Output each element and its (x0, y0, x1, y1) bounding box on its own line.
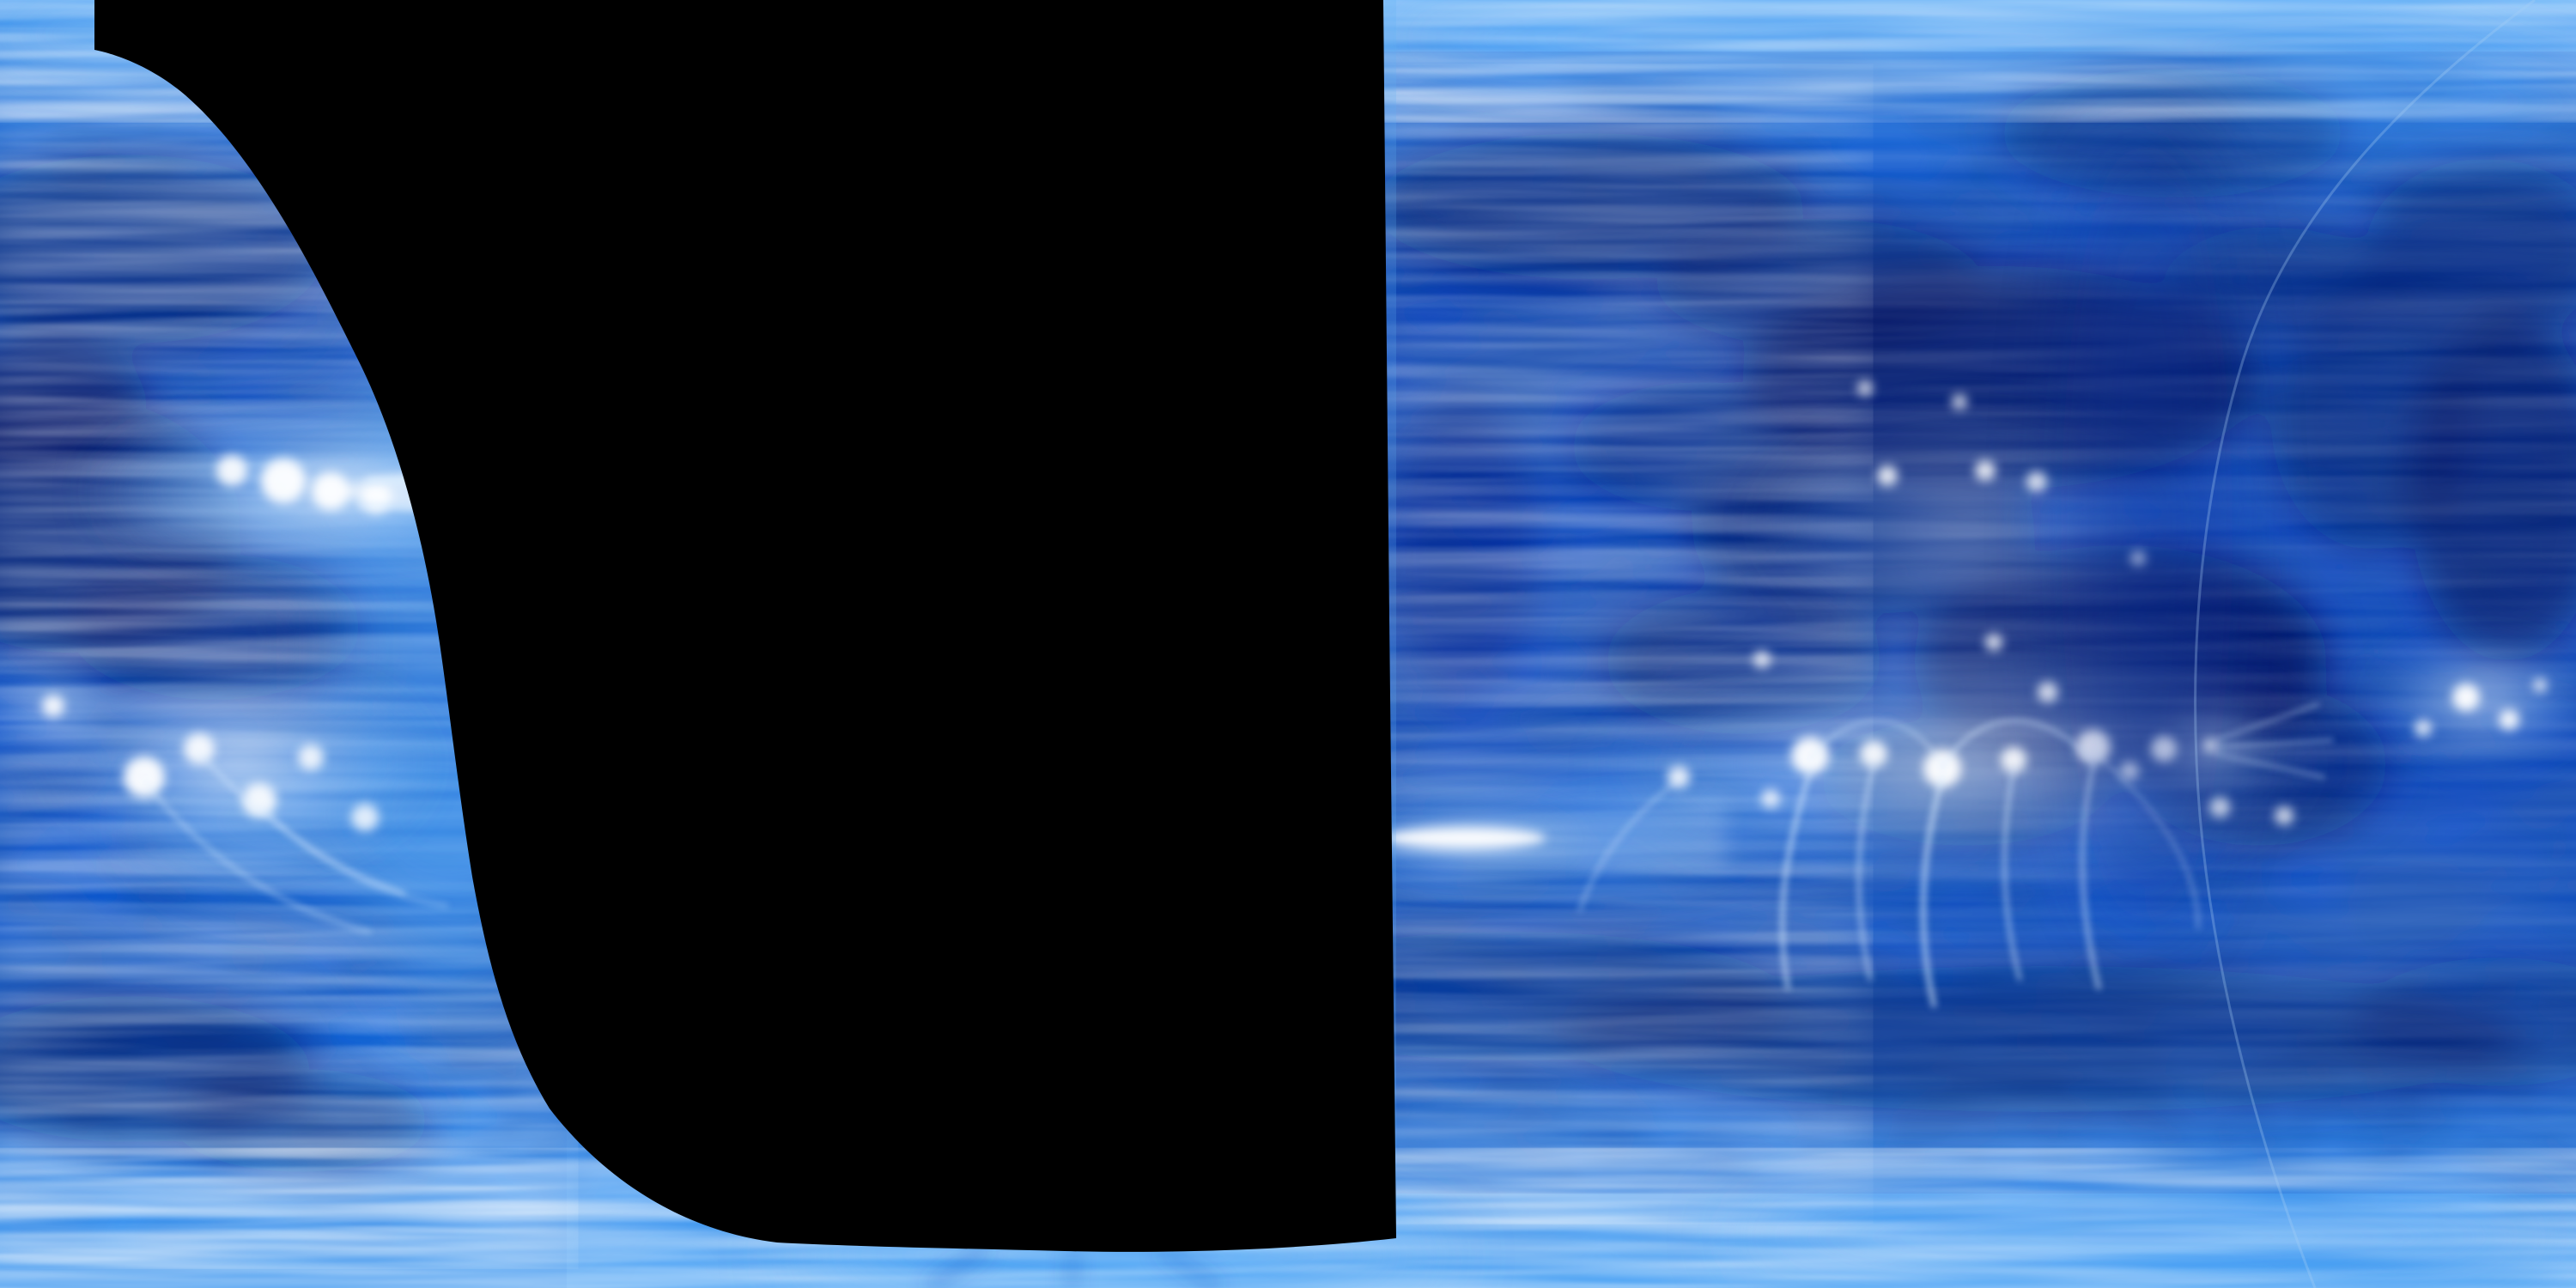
texture-shape (260, 804, 448, 908)
texture-shape (1856, 762, 1876, 981)
image-seam-layer (2061, 0, 2536, 1288)
left-lower-halo (43, 661, 438, 867)
texture-shape (1877, 465, 1898, 486)
texture-shape (1761, 789, 1780, 808)
texture-shape (1735, 1189, 2559, 1284)
texture-shape (351, 804, 379, 831)
texture-shape (2275, 806, 2293, 825)
texture-shape (1857, 380, 1873, 396)
texture-shape (2198, 52, 2576, 155)
seam-line (2194, 0, 2536, 1288)
texture-shape (1860, 740, 1887, 768)
texture-shape (312, 472, 349, 510)
texture-shape (1808, 719, 1944, 769)
texture-shape (1985, 634, 2002, 651)
texture-shape (1384, 797, 1726, 869)
texture-shape (2214, 752, 2325, 779)
texture-shape (2209, 797, 2230, 817)
texture-shape (2002, 766, 2022, 981)
texture-shape (124, 756, 165, 798)
texture-shape (42, 695, 64, 717)
texture-shape (2452, 683, 2480, 711)
seam-shade (2061, 129, 2233, 936)
texture-shape (1952, 394, 1967, 410)
texture-shape (242, 783, 276, 817)
texture-shape (2415, 720, 2432, 737)
missing-data-wedge (94, 0, 1396, 1252)
texture-shape (298, 744, 324, 770)
texture-shape (2214, 738, 2334, 749)
texture-shape (2026, 471, 2047, 492)
texture-shape (2038, 682, 2058, 702)
texture-shape (2001, 747, 2026, 773)
texture-shape (2214, 702, 2320, 742)
texture-shape (925, 1242, 990, 1288)
texture-shape (2533, 678, 2547, 692)
wisp-cone-layer (925, 797, 1726, 1288)
texture-shape (1753, 651, 1771, 668)
texture-shape (184, 733, 215, 764)
texture-shape (1975, 460, 1996, 481)
texture-shape (1920, 774, 1946, 1008)
texture-shape (261, 459, 306, 503)
texture-shape (143, 781, 372, 934)
texture-shape (1067, 1249, 1078, 1288)
texture-shape (216, 455, 247, 486)
texture-shape (1157, 1244, 1222, 1288)
texture-shape (1374, 9, 2490, 69)
texture-shape (1779, 769, 1813, 990)
texture-shape (2499, 709, 2519, 730)
